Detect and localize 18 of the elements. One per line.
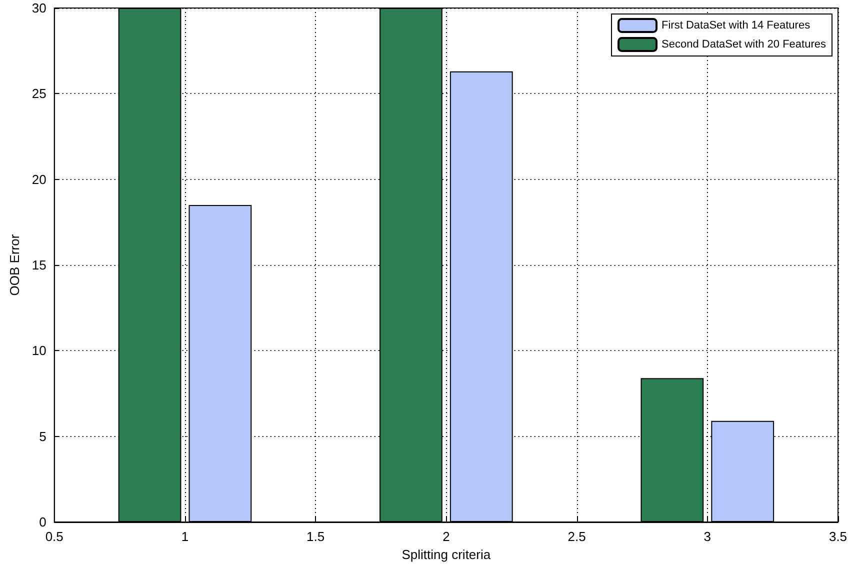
y-tick-label: 10: [32, 343, 46, 358]
y-tick-label: 15: [32, 258, 46, 272]
x-tick-label: 0.5: [45, 529, 64, 544]
x-tick-label: 2.5: [568, 529, 586, 544]
x-axis-title: Splitting criteria: [402, 546, 492, 562]
y-tick-label: 0: [39, 514, 46, 530]
x-tick-label: 2: [442, 529, 450, 544]
y-tick-label: 30: [32, 0, 46, 16]
y-tick-label: 25: [32, 86, 46, 102]
x-tick-label: 1.5: [306, 529, 325, 544]
legend-label: Second DataSet with 20 Features: [662, 38, 826, 50]
x-tick-label: 3.5: [828, 529, 848, 544]
y-tick-label: 5: [39, 428, 46, 444]
x-tick-label: 1: [181, 529, 189, 544]
legend-label: First DataSet with 14 Features: [662, 20, 811, 32]
y-axis-title: OOB Error: [7, 234, 22, 296]
y-tick-label: 20: [32, 172, 46, 187]
x-tick-label: 3: [704, 529, 712, 544]
